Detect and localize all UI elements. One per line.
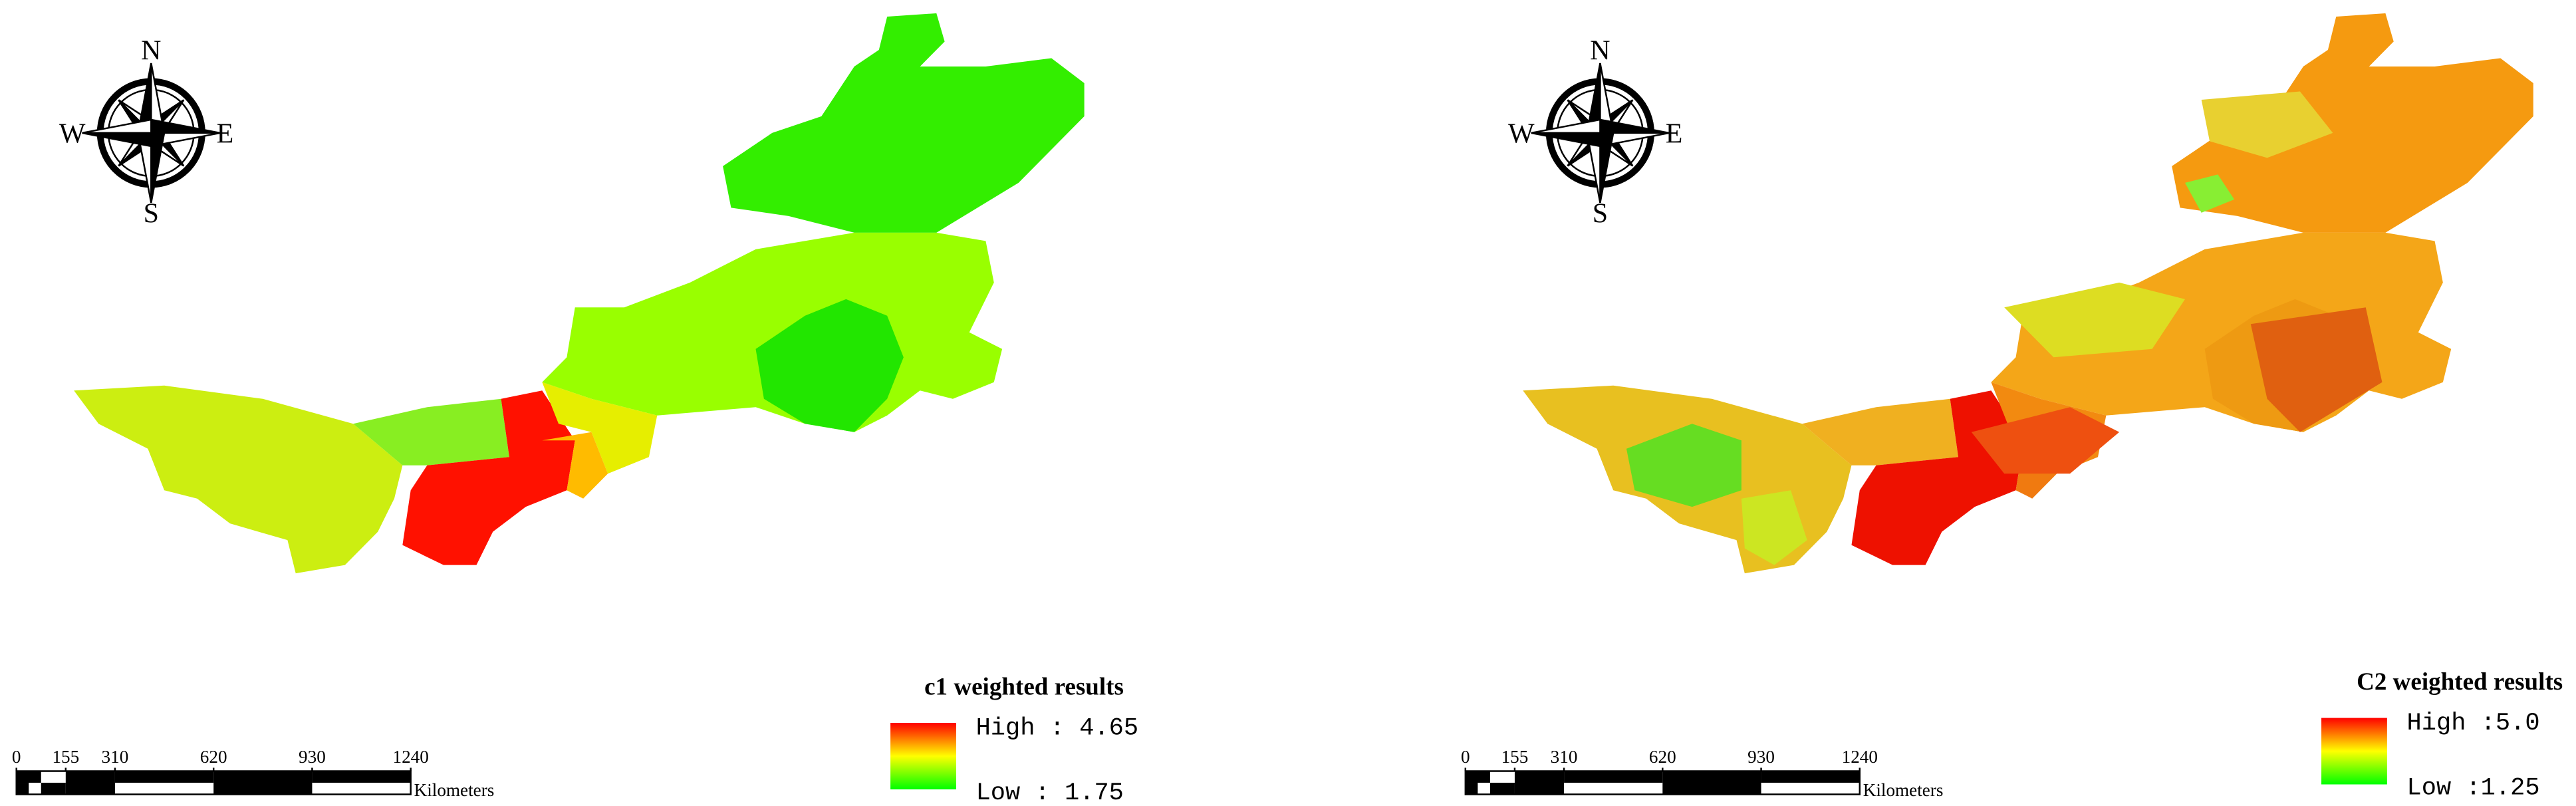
scale-bar-segment [1465,783,1478,795]
scale-tick-label: 620 [1649,747,1676,767]
scale-tick-label: 1240 [1842,747,1878,767]
compass-point [82,132,152,148]
map-panel: N W E S 0 155 310 620 930 1240 Kilometers c1 weight… [12,13,1138,806]
scale-tick-label: 1240 [392,747,428,767]
scale-tick-label: 620 [200,747,227,767]
compass-label: W [1508,118,1535,149]
scale-unit: Kilometers [414,780,495,800]
compass-label: S [1593,198,1608,229]
legend-ramp [2321,718,2387,785]
scale-bar-segment [213,771,313,795]
scale-bar-segment [1514,771,1565,795]
legend-high: High : 4.65 [976,714,1139,742]
scale-bar-segment [41,783,66,795]
scale-bar-segment [1761,771,1860,783]
scale-bar-segment [65,771,115,795]
scale-bar-segment [1489,783,1515,795]
legend-high: High :5.0 [2407,710,2540,738]
compass-point [82,118,152,134]
legend-low: Low :1.25 [2407,774,2540,802]
scale-tick-label: 155 [1501,747,1529,767]
legend-ramp [890,723,956,790]
compass-rose [82,63,221,203]
region [542,432,608,499]
scale-tick-label: 0 [12,747,21,767]
region-patch [2250,307,2383,432]
region [2172,13,2533,233]
scale-bar-segment [1662,771,1761,795]
scale-tick-label: 930 [299,747,326,767]
region [74,385,403,574]
region [353,398,509,466]
compass-label: E [217,118,234,149]
compass-point [150,118,221,134]
scale-tick-label: 310 [102,747,129,767]
scale-bar-segment [1465,771,1490,783]
compass-point [1531,132,1601,148]
map-panel: N W E S 0 155 310 620 930 1240 Kilometers C2 weight… [1461,13,2563,803]
region-patch [1971,407,2120,474]
region [1802,398,1959,466]
legend-low: Low : 1.75 [976,779,1124,806]
compass-point [150,132,166,203]
compass-label: N [1590,35,1610,66]
scale-bar-segment [1564,771,1663,783]
compass-rose [1531,63,1670,203]
scale-bar-segment [16,771,41,783]
scale-tick-label: 155 [52,747,79,767]
region-patch [2184,174,2235,213]
region-patch [1626,424,1741,507]
compass-point [1531,118,1601,134]
region [755,299,904,432]
legend-title: C2 weighted results [2357,668,2563,696]
region [402,390,575,565]
scale-tick-label: 930 [1747,747,1775,767]
scale-bar-segment [16,783,29,795]
compass-label: S [144,198,159,229]
compass-point [1599,132,1614,203]
compass-label: E [1666,118,1683,149]
scale-tick-label: 310 [1551,747,1578,767]
region-patch [2201,91,2333,158]
compass-label: W [59,118,86,149]
compass-label: N [141,35,161,66]
region-patch [1741,490,1807,565]
region [723,13,1085,233]
region-map [74,13,1085,574]
region [542,382,658,474]
scale-tick-label: 0 [1461,747,1470,767]
region-patch [2004,282,2185,358]
scale-unit: Kilometers [1863,780,1944,800]
compass-point [1599,118,1670,134]
scale-bar-segment [312,771,411,783]
legend-title: c1 weighted results [924,673,1124,700]
scale-bar-segment [114,771,214,783]
